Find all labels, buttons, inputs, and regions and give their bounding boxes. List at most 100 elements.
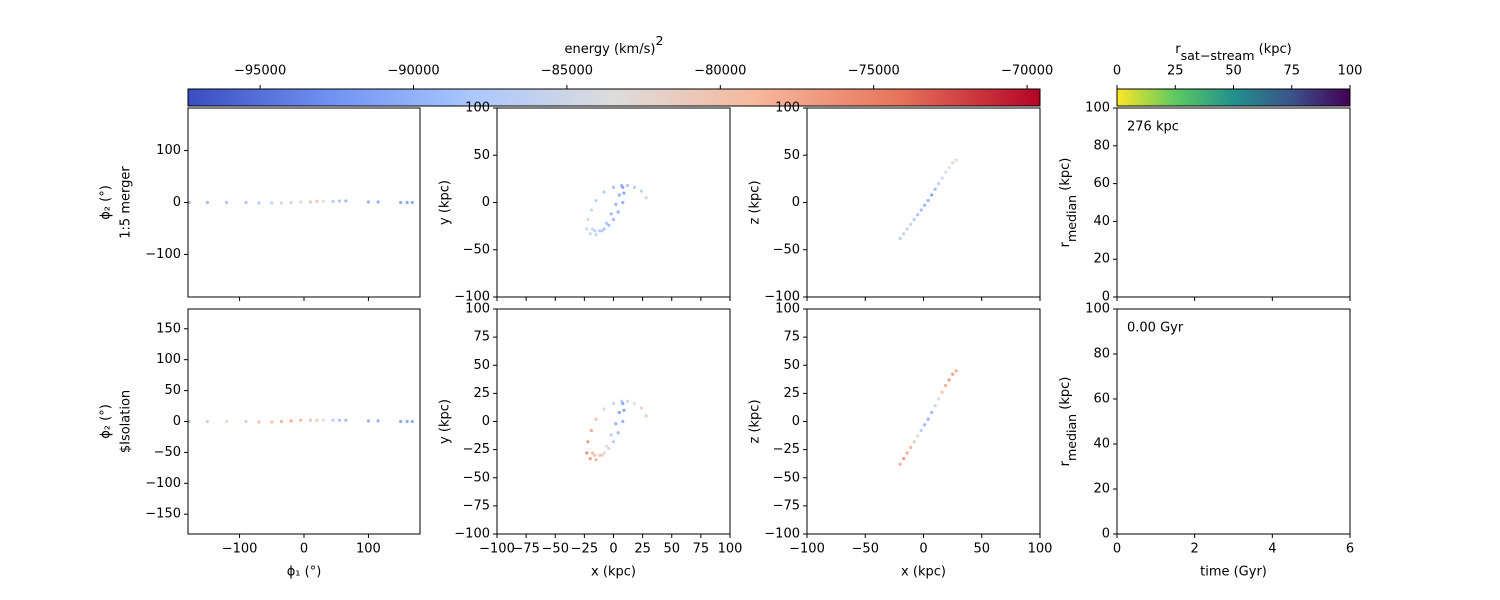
y-tick-label: −100 [145, 476, 181, 491]
y-tick-label: 150 [156, 321, 181, 336]
axes-frame [187, 107, 421, 298]
stream-particle [951, 161, 955, 165]
y-axis-label: z (kpc) [748, 399, 763, 443]
y-tick-label: 25 [473, 386, 490, 401]
stream-particle [604, 444, 609, 448]
stream-particle [607, 223, 611, 227]
axes-frame [1116, 107, 1351, 298]
y-tick-label: 80 [1093, 138, 1110, 153]
stream-particle [337, 199, 342, 203]
stream-particle [621, 200, 625, 205]
stream-particle [919, 208, 923, 212]
stream-particle [625, 183, 630, 188]
stream-particle [622, 408, 626, 412]
y-tick-label: 50 [783, 148, 800, 163]
row-label: 1:5 merger [119, 166, 134, 239]
y-tick-label: 80 [1093, 347, 1110, 362]
stream-particle [244, 419, 248, 424]
stream-particle [600, 229, 604, 233]
stream-particle [257, 420, 261, 424]
stream-particle [205, 419, 209, 424]
stream-particle [405, 200, 409, 205]
stream-particle [933, 404, 937, 408]
y-tick-label: 50 [164, 383, 181, 398]
y-tick-label: −50 [463, 470, 490, 485]
stream-particle [639, 406, 644, 410]
y-tick-label: 100 [1085, 101, 1110, 116]
stream-particle [376, 419, 380, 423]
stream-particle [933, 187, 937, 191]
stream-particle [923, 423, 927, 427]
stream-particle [585, 451, 589, 455]
stream-particle [611, 217, 616, 222]
stream-particle [399, 419, 403, 424]
y-tick-label: 50 [473, 358, 490, 373]
x-axis-label: ϕ₁ (°) [287, 565, 322, 580]
stream-particle [602, 227, 606, 231]
x-tick-label: 50 [973, 542, 990, 557]
stream-particle [594, 199, 598, 203]
stream-particle [616, 431, 620, 435]
x-axis-label: x (kpc) [901, 565, 946, 580]
x-tick-label: −25 [571, 542, 598, 557]
x-axis-label: time (Gyr) [1200, 565, 1267, 580]
stream-particle [270, 201, 274, 205]
stream-particle [257, 201, 261, 205]
stream-particle [585, 227, 589, 231]
y-tick-label: 0 [792, 414, 800, 429]
stream-particle [597, 229, 602, 233]
x-tick-label: 6 [1346, 542, 1354, 557]
stream-particle [954, 369, 958, 373]
stream-particle [602, 190, 606, 194]
y-axis-label-part: median [1064, 414, 1079, 461]
y-tick-label: 50 [473, 148, 490, 163]
y-tick-label: −100 [764, 527, 800, 542]
stream-particle [321, 418, 325, 422]
x-tick-label: 0 [1113, 542, 1121, 557]
y-tick-label: −50 [154, 445, 181, 460]
colorbar-label: energy (km/s)2 [565, 33, 664, 57]
y-tick-label: 0 [1102, 290, 1110, 305]
y-axis-label: z (kpc) [748, 180, 763, 224]
stream-particle [602, 451, 606, 455]
stream-particle [639, 189, 644, 193]
colorbar-tick-label: 0 [1113, 64, 1121, 79]
x-tick-label: 2 [1191, 542, 1199, 557]
stream-particle [604, 221, 609, 225]
stream-particle [588, 457, 592, 461]
axes-frame [187, 308, 421, 535]
stream-particle [410, 419, 414, 424]
stream-particle [930, 410, 934, 415]
y-tick-label: 75 [783, 330, 800, 345]
stream-particle [902, 232, 906, 236]
colorbar-label-part: (kpc) [1255, 42, 1292, 57]
stream-particle [923, 203, 927, 207]
y-tick-label: −100 [454, 527, 490, 542]
stream-particle [621, 185, 625, 189]
x-tick-label: 100 [718, 542, 743, 557]
stream-particle [410, 200, 414, 205]
y-tick-label: 0 [482, 414, 490, 429]
colorbar-tick-label: 75 [1283, 64, 1300, 79]
stream-particle [597, 453, 602, 457]
stream-particle [916, 434, 920, 438]
y-tick-label: −25 [463, 442, 490, 457]
stream-particle [909, 222, 913, 226]
stream-particle [614, 202, 618, 206]
stream-particle [331, 199, 335, 204]
stream-particle [611, 440, 616, 444]
y-tick-label: 20 [1093, 482, 1110, 497]
stream-particle [937, 397, 941, 401]
stream-particle [225, 200, 229, 205]
stream-particle [315, 199, 319, 204]
y-axis-label-part: median [1064, 195, 1079, 242]
stream-particle [947, 165, 951, 170]
stream-particle [279, 419, 284, 424]
y-tick-label: 0 [1102, 527, 1110, 542]
x-tick-label: 50 [663, 542, 680, 557]
stream-particle [299, 200, 303, 204]
y-tick-label: 75 [473, 330, 490, 345]
stream-particle [593, 453, 597, 457]
stream-particle [366, 200, 371, 204]
